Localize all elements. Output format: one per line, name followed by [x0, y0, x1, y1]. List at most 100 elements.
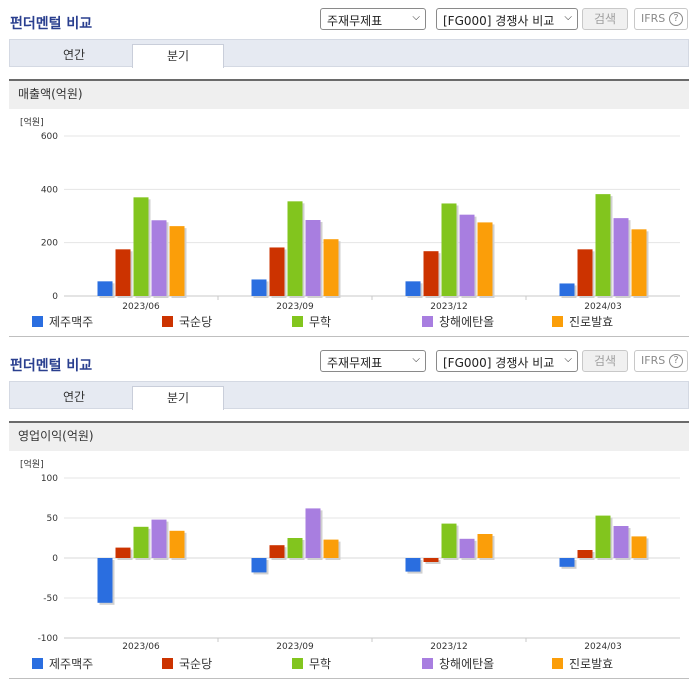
ifrs-label: IFRS	[641, 12, 666, 25]
chevron-down-icon: ⌵	[412, 12, 420, 23]
legend-label: 무학	[309, 315, 332, 329]
revenue-bar-chart: [억원] 0 200 400 600 2023/06 2023/09 2023/12 2024/…	[20, 116, 680, 312]
period-tabs: 연간 분기	[9, 381, 689, 410]
bar[interactable]	[287, 201, 303, 296]
legend-item[interactable]: 진로발효	[552, 313, 613, 330]
bar[interactable]	[133, 197, 149, 296]
bar[interactable]	[151, 220, 167, 296]
bar[interactable]	[97, 281, 113, 296]
tab-annual[interactable]: 연간	[62, 390, 86, 404]
bar[interactable]	[441, 523, 457, 558]
ifrs-help-button[interactable]: IFRS?	[634, 350, 688, 372]
bar[interactable]	[613, 218, 629, 296]
bar[interactable]	[559, 283, 575, 296]
legend-item[interactable]: 창해에탄올	[422, 655, 494, 672]
bar[interactable]	[305, 220, 321, 296]
x-tick-label: 2023/09	[276, 642, 314, 652]
legend-item[interactable]: 제주맥주	[32, 655, 93, 672]
bar[interactable]	[595, 194, 611, 296]
legend-item[interactable]: 진로발효	[552, 655, 613, 672]
statement-select[interactable]: 주재무제표 ⌵	[320, 350, 426, 372]
bar[interactable]	[459, 214, 475, 296]
bar[interactable]	[405, 281, 421, 296]
statement-select[interactable]: 주재무제표 ⌵	[320, 8, 426, 30]
bar[interactable]	[115, 547, 131, 558]
operating-income-bar-chart: [억원] -100 -50 0 50 100 2023/06 2023/09 2023/12 20…	[20, 458, 680, 652]
bar[interactable]	[151, 519, 167, 558]
bar[interactable]	[613, 526, 629, 558]
bar[interactable]	[459, 538, 475, 558]
ifrs-help-button[interactable]: IFRS?	[634, 8, 688, 30]
bar[interactable]	[323, 539, 339, 558]
bar[interactable]	[595, 515, 611, 558]
search-button[interactable]: 검색	[582, 8, 628, 30]
fundamental-panel-operating-income: 펀더멘털 비교 주재무제표 ⌵ [FG000] 경쟁사 비교 ⌵ 검색 IFRS? …	[0, 342, 696, 684]
peer-group-select[interactable]: [FG000] 경쟁사 비교 ⌵	[436, 8, 578, 30]
tab-quarterly[interactable]: 분기	[132, 386, 224, 410]
x-tick-label: 2024/03	[584, 642, 621, 652]
bar[interactable]	[423, 558, 439, 562]
legend-item[interactable]: 국순당	[162, 655, 212, 672]
legend-label: 창해에탄올	[439, 657, 495, 671]
y-tick-label: 50	[47, 514, 59, 524]
bar[interactable]	[169, 530, 185, 558]
legend-label: 창해에탄올	[439, 315, 495, 329]
bar[interactable]	[405, 558, 421, 572]
tab-annual[interactable]: 연간	[62, 48, 86, 62]
divider	[9, 336, 689, 337]
legend-item[interactable]: 무학	[292, 313, 331, 330]
legend-item[interactable]: 국순당	[162, 313, 212, 330]
peer-group-select-value: [FG000] 경쟁사 비교	[443, 356, 555, 370]
legend-swatch	[422, 658, 433, 669]
metric-header: 영업이익(억원)	[9, 421, 689, 451]
bar[interactable]	[423, 251, 439, 296]
bar[interactable]	[323, 239, 339, 296]
y-tick-label: 0	[52, 554, 58, 564]
peer-group-select[interactable]: [FG000] 경쟁사 비교 ⌵	[436, 350, 578, 372]
y-tick-label: 200	[41, 239, 58, 249]
legend-swatch	[552, 316, 563, 327]
legend-swatch	[162, 658, 173, 669]
legend-label: 제주맥주	[49, 657, 94, 671]
legend-label: 국순당	[179, 657, 213, 671]
chevron-down-icon: ⌵	[412, 354, 420, 365]
x-tick-label: 2023/12	[430, 302, 467, 312]
x-tick-label: 2023/12	[430, 642, 467, 652]
y-tick-label: 400	[41, 185, 58, 195]
bar[interactable]	[115, 249, 131, 296]
legend-label: 국순당	[179, 315, 213, 329]
bar[interactable]	[133, 526, 149, 558]
bar[interactable]	[631, 536, 647, 558]
bar[interactable]	[169, 226, 185, 296]
legend-item[interactable]: 창해에탄올	[422, 313, 494, 330]
legend-item[interactable]: 제주맥주	[32, 313, 93, 330]
legend-label: 제주맥주	[49, 315, 94, 329]
bar[interactable]	[97, 558, 113, 603]
bar[interactable]	[577, 550, 593, 558]
bar[interactable]	[441, 203, 457, 296]
bar[interactable]	[269, 545, 285, 558]
question-icon: ?	[669, 12, 683, 26]
search-button[interactable]: 검색	[582, 350, 628, 372]
bar[interactable]	[577, 249, 593, 296]
legend-item[interactable]: 무학	[292, 655, 331, 672]
bar[interactable]	[631, 229, 647, 296]
bar[interactable]	[305, 508, 321, 558]
x-tick-label: 2023/06	[122, 642, 160, 652]
legend-swatch	[552, 658, 563, 669]
bar[interactable]	[251, 558, 267, 573]
bar[interactable]	[559, 558, 575, 567]
divider	[9, 678, 689, 679]
bar[interactable]	[287, 538, 303, 558]
chevron-down-icon: ⌵	[564, 354, 572, 365]
statement-select-value: 주재무제표	[327, 14, 383, 28]
bar[interactable]	[477, 222, 493, 296]
tab-quarterly[interactable]: 분기	[132, 44, 224, 68]
x-tick-label: 2023/06	[122, 302, 160, 312]
bar[interactable]	[269, 247, 285, 296]
question-icon: ?	[669, 354, 683, 368]
bar[interactable]	[477, 534, 493, 558]
legend-swatch	[292, 316, 303, 327]
bar[interactable]	[251, 279, 267, 296]
legend-swatch	[422, 316, 433, 327]
